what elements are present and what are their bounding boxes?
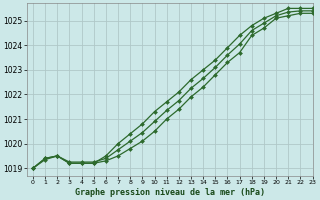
- X-axis label: Graphe pression niveau de la mer (hPa): Graphe pression niveau de la mer (hPa): [75, 188, 265, 197]
